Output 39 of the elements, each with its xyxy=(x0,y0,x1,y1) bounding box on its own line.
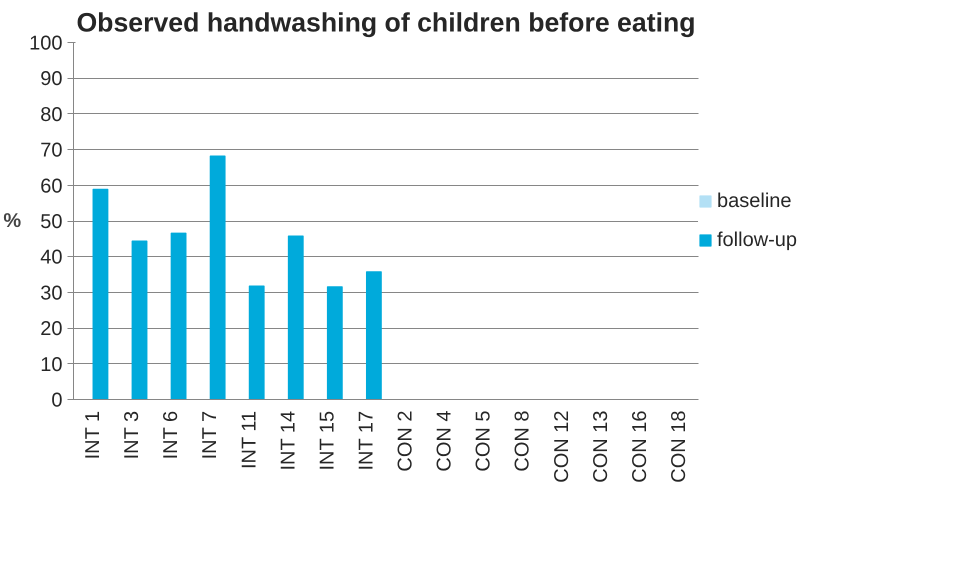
x-tick-label: CON 2 xyxy=(394,410,417,472)
bar xyxy=(92,188,108,400)
y-tick-label: 20 xyxy=(40,318,63,340)
legend-label: baseline xyxy=(717,190,792,212)
y-tick-label: 10 xyxy=(40,354,63,376)
y-tick-label: 90 xyxy=(40,68,63,90)
bar xyxy=(248,285,265,400)
bar xyxy=(210,156,226,400)
bar xyxy=(288,235,304,400)
y-tick-label: 50 xyxy=(40,211,63,233)
x-tick-label: INT 11 xyxy=(238,410,260,470)
x-tick-label: INT 14 xyxy=(277,410,300,471)
y-tick-label: 0 xyxy=(51,390,62,412)
y-tick-label: 100 xyxy=(29,32,63,54)
x-tick-label: INT 6 xyxy=(160,410,182,460)
chart-title: Observed handwashing of children before eating xyxy=(76,8,696,38)
y-tick-label: 40 xyxy=(40,246,63,269)
y-tick-label: 80 xyxy=(40,104,63,126)
x-tick-label: CON 13 xyxy=(590,410,612,483)
x-tick-label: CON 5 xyxy=(472,410,495,472)
x-tick-label: CON 16 xyxy=(628,410,651,483)
y-tick-label: 70 xyxy=(40,140,63,162)
y-axis-title: % xyxy=(3,210,22,232)
x-tick-label: CON 8 xyxy=(512,410,534,472)
x-tick-label: INT 7 xyxy=(199,410,222,460)
x-tick-label: INT 3 xyxy=(121,410,144,460)
y-tick-label: 30 xyxy=(40,282,63,304)
x-tick-label: INT 1 xyxy=(82,410,104,460)
x-tick-label: CON 12 xyxy=(550,410,573,483)
y-tick-label: 60 xyxy=(40,175,63,198)
bar xyxy=(326,286,343,400)
legend-label: follow-up xyxy=(717,228,798,252)
x-tick-label: INT 17 xyxy=(355,410,378,471)
bar xyxy=(170,232,186,400)
x-tick-label: CON 18 xyxy=(668,410,690,483)
bar xyxy=(366,271,382,400)
x-tick-label: INT 15 xyxy=(316,410,338,471)
bar xyxy=(132,240,148,400)
x-tick-label: CON 4 xyxy=(434,410,456,472)
